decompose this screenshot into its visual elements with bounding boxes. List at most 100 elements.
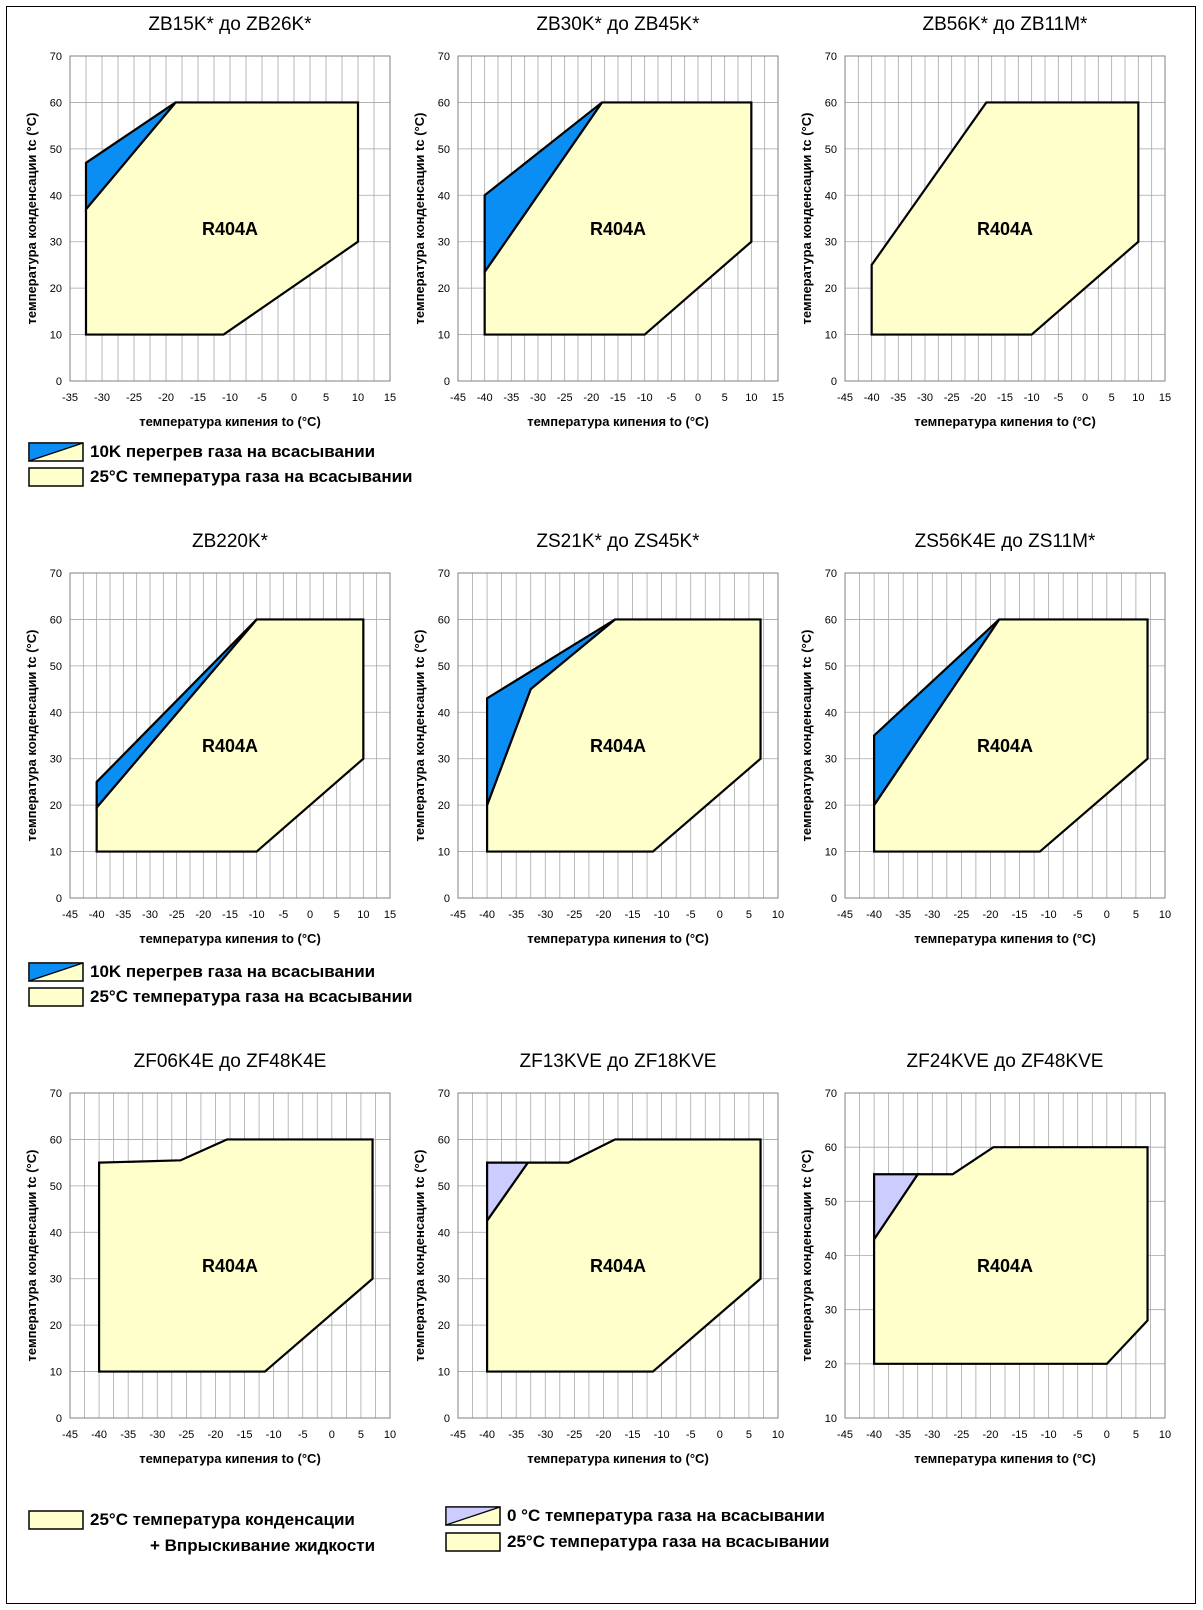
chart-zf06k4e: ZF06K4E до ZF48K4E R404A -45 -40 -35 -30 -25 -2… (24, 1051, 396, 1466)
x-tick-label: 5 (746, 1429, 752, 1441)
y-tick-label: 10 (825, 330, 837, 342)
x-tick-label: 10 (352, 392, 364, 404)
chart-zs56k4e: ZS56K4E до ZS11M* R404A -45 -40 -35 -30 -25 -20… (799, 531, 1171, 946)
y-tick-label: 40 (50, 707, 62, 719)
y-tick-label: 50 (438, 1181, 450, 1193)
plot-area (457, 572, 779, 899)
x-tick-label: -20 (195, 909, 211, 921)
region-label: R404A (202, 736, 258, 756)
x-tick-label: -30 (530, 392, 546, 404)
legend-text: 10K перегрев газа на всасывании (90, 962, 376, 981)
y-tick-label: 40 (50, 190, 62, 202)
x-tick-label: -10 (1041, 1429, 1057, 1441)
x-tick-label: -5 (1073, 909, 1083, 921)
y-tick-label: 40 (438, 1227, 450, 1239)
x-tick-label: -25 (126, 392, 142, 404)
chart-zs21k: ZS21K* до ZS45K* R404A -45 -40 -35 -30 -25 -20 -… (412, 531, 784, 946)
y-tick-label: 20 (825, 1359, 837, 1371)
x-tick-label: -5 (1053, 392, 1063, 404)
y-tick-label: 20 (438, 800, 450, 812)
x-tick-label: -20 (583, 392, 599, 404)
x-axis-label: температура кипения to (°C) (139, 414, 321, 429)
envelope-region (485, 1138, 762, 1373)
envelope-region (97, 1138, 374, 1373)
x-tick-label: -45 (837, 909, 853, 921)
x-axis-label: температура кипения to (°C) (527, 414, 709, 429)
legend-text: 10K перегрев газа на всасывании (90, 442, 376, 461)
swatch-yellow (28, 1510, 84, 1530)
x-tick-label: -30 (537, 1429, 553, 1441)
y-tick-label: 70 (825, 568, 837, 580)
x-tick-label: -45 (62, 1429, 78, 1441)
legend2-item-superheat: 10K перегрев газа на всасывании (28, 962, 375, 982)
chart-title: ZF24KVE до ZF48KVE (907, 1051, 1104, 1072)
x-tick-label: -5 (298, 1429, 308, 1441)
y-tick-label: 10 (50, 1367, 62, 1379)
y-tick-label: 30 (825, 754, 837, 766)
x-axis-label: температура кипения to (°C) (527, 1451, 709, 1466)
plot-area (844, 1092, 1166, 1419)
y-tick-label: 70 (50, 1088, 62, 1100)
x-tick-label: -15 (237, 1429, 253, 1441)
x-tick-label: -25 (953, 1429, 969, 1441)
x-tick-label: -35 (508, 1429, 524, 1441)
y-axis-label: температура конденсации tc (°C) (24, 113, 39, 325)
x-tick-label: -40 (477, 392, 493, 404)
x-axis-label: температура кипения to (°C) (139, 1451, 321, 1466)
y-tick-label: 70 (438, 1088, 450, 1100)
x-tick-label: -15 (625, 909, 641, 921)
y-tick-label: 10 (825, 847, 837, 859)
x-tick-label: -45 (62, 909, 78, 921)
y-tick-label: 50 (438, 661, 450, 673)
x-tick-label: -20 (970, 392, 986, 404)
x-tick-label: -10 (266, 1429, 282, 1441)
x-tick-label: -25 (557, 392, 573, 404)
legend2-item-suction: 25°C температура газа на всасывании (28, 987, 413, 1007)
x-tick-label: 5 (323, 392, 329, 404)
y-tick-label: 30 (50, 754, 62, 766)
swatch-yellow (445, 1532, 501, 1552)
plot-area (69, 55, 391, 382)
x-tick-label: -25 (169, 909, 185, 921)
legend1-item-suction: 25°C температура газа на всасывании (28, 467, 413, 487)
x-tick-label: -20 (983, 909, 999, 921)
x-tick-label: -40 (866, 1429, 882, 1441)
envelope-region (872, 1173, 920, 1243)
y-tick-label: 40 (825, 1251, 837, 1263)
x-tick-label: -10 (1041, 909, 1057, 921)
x-tick-label: -35 (895, 909, 911, 921)
x-tick-label: -35 (120, 1429, 136, 1441)
x-tick-label: -30 (917, 392, 933, 404)
x-tick-label: 5 (722, 392, 728, 404)
x-tick-label: -25 (953, 909, 969, 921)
x-tick-label: -20 (596, 1429, 612, 1441)
x-tick-label: -10 (1024, 392, 1040, 404)
chart-zb220k: ZB220K* R404A -45 -40 -35 -30 -25 -20 -15 -10 -5 0 5… (24, 531, 396, 946)
region-label: R404A (977, 736, 1033, 756)
y-tick-label: 10 (50, 330, 62, 342)
legend-text: 0 °C температура газа на всасывании (507, 1506, 825, 1525)
y-tick-label: 60 (825, 1142, 837, 1154)
y-tick-label: 30 (438, 1274, 450, 1286)
y-tick-label: 10 (50, 847, 62, 859)
swatch-split-blue (28, 442, 84, 462)
y-tick-label: 70 (825, 1088, 837, 1100)
x-tick-label: -40 (91, 1429, 107, 1441)
swatch-split-blue (28, 962, 84, 982)
swatch-split-lavender (445, 1506, 501, 1526)
x-tick-label: -35 (503, 392, 519, 404)
x-tick-label: -20 (596, 909, 612, 921)
chart-zf13kve: ZF13KVE до ZF18KVE R404A -45 -40 -35 -30 -25 -2… (412, 1051, 784, 1466)
x-tick-label: -20 (983, 1429, 999, 1441)
region-label: R404A (590, 219, 646, 239)
region-label: R404A (590, 1256, 646, 1276)
y-tick-label: 60 (50, 97, 62, 109)
x-tick-label: -5 (1073, 1429, 1083, 1441)
x-tick-label: 10 (1132, 392, 1144, 404)
x-tick-label: -30 (149, 1429, 165, 1441)
y-tick-label: 20 (438, 1320, 450, 1332)
x-tick-label: 0 (307, 909, 313, 921)
x-tick-label: 10 (772, 1429, 784, 1441)
chart-title: ZB30K* до ZB45K* (536, 14, 700, 35)
chart-title: ZS56K4E до ZS11M* (915, 531, 1096, 552)
